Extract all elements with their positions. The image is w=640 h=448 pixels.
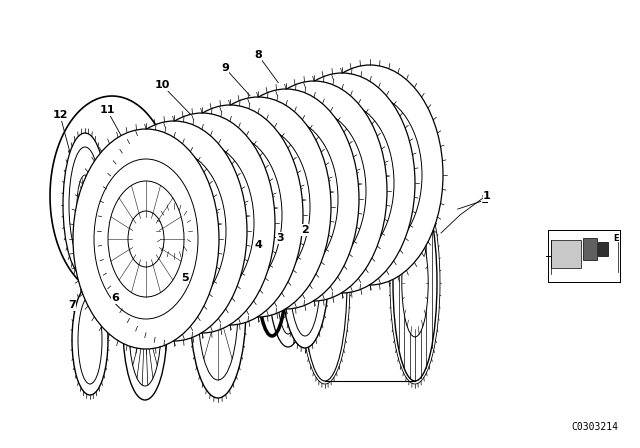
- Ellipse shape: [73, 129, 219, 349]
- Ellipse shape: [332, 117, 408, 233]
- Text: 12: 12: [52, 110, 68, 120]
- Ellipse shape: [69, 147, 101, 263]
- Text: C0303214: C0303214: [572, 422, 618, 432]
- Ellipse shape: [185, 97, 331, 317]
- Ellipse shape: [128, 211, 164, 267]
- Ellipse shape: [108, 181, 184, 297]
- Ellipse shape: [269, 73, 415, 293]
- Ellipse shape: [101, 121, 247, 341]
- Ellipse shape: [78, 296, 102, 384]
- Ellipse shape: [192, 157, 268, 273]
- Ellipse shape: [276, 133, 352, 249]
- Text: 9: 9: [221, 63, 229, 73]
- Ellipse shape: [190, 218, 246, 398]
- Ellipse shape: [213, 89, 359, 309]
- Bar: [583, 238, 597, 260]
- Ellipse shape: [101, 121, 247, 341]
- Ellipse shape: [136, 173, 212, 289]
- Ellipse shape: [150, 143, 254, 303]
- Ellipse shape: [198, 236, 238, 380]
- Ellipse shape: [276, 210, 300, 334]
- Ellipse shape: [129, 270, 161, 386]
- Ellipse shape: [184, 195, 220, 251]
- Text: 1: 1: [481, 195, 489, 205]
- Ellipse shape: [240, 179, 276, 235]
- Text: 1: 1: [483, 191, 491, 201]
- Ellipse shape: [63, 133, 107, 277]
- Ellipse shape: [212, 187, 248, 243]
- Ellipse shape: [289, 200, 321, 336]
- Ellipse shape: [324, 155, 360, 211]
- Ellipse shape: [304, 125, 380, 241]
- Ellipse shape: [268, 197, 308, 347]
- Text: 2: 2: [301, 225, 309, 235]
- Ellipse shape: [178, 135, 282, 295]
- Ellipse shape: [402, 229, 428, 337]
- Ellipse shape: [269, 73, 415, 293]
- Text: 6: 6: [111, 293, 119, 303]
- Text: 8: 8: [254, 50, 262, 60]
- Ellipse shape: [248, 141, 324, 257]
- Ellipse shape: [157, 105, 303, 325]
- Text: 3: 3: [276, 233, 284, 243]
- Ellipse shape: [234, 119, 338, 279]
- Ellipse shape: [281, 188, 329, 348]
- Ellipse shape: [268, 171, 304, 227]
- Text: 4: 4: [254, 240, 262, 250]
- Ellipse shape: [141, 316, 149, 340]
- Ellipse shape: [318, 95, 422, 255]
- Ellipse shape: [290, 103, 394, 263]
- Ellipse shape: [241, 81, 387, 301]
- Ellipse shape: [297, 65, 443, 285]
- Text: E: E: [613, 234, 619, 243]
- Ellipse shape: [122, 151, 226, 311]
- Ellipse shape: [123, 256, 167, 400]
- Ellipse shape: [185, 97, 331, 317]
- Ellipse shape: [213, 89, 359, 309]
- Ellipse shape: [262, 111, 366, 271]
- Ellipse shape: [73, 129, 219, 349]
- Ellipse shape: [393, 185, 437, 381]
- Ellipse shape: [94, 159, 198, 319]
- Ellipse shape: [156, 203, 192, 259]
- Ellipse shape: [352, 147, 388, 203]
- Text: 11: 11: [99, 105, 115, 115]
- Text: 7: 7: [68, 300, 76, 310]
- Ellipse shape: [220, 149, 296, 265]
- Bar: [598, 242, 608, 256]
- Ellipse shape: [297, 65, 443, 285]
- FancyBboxPatch shape: [548, 230, 620, 282]
- Ellipse shape: [157, 105, 303, 325]
- Ellipse shape: [164, 165, 240, 281]
- Ellipse shape: [296, 163, 332, 219]
- Ellipse shape: [129, 113, 275, 333]
- Ellipse shape: [303, 185, 347, 381]
- Ellipse shape: [241, 81, 387, 301]
- Bar: [551, 240, 581, 268]
- Ellipse shape: [77, 175, 93, 235]
- Text: 5: 5: [181, 273, 189, 283]
- Ellipse shape: [72, 285, 108, 395]
- Text: 10: 10: [154, 80, 170, 90]
- Ellipse shape: [206, 127, 310, 287]
- Ellipse shape: [129, 113, 275, 333]
